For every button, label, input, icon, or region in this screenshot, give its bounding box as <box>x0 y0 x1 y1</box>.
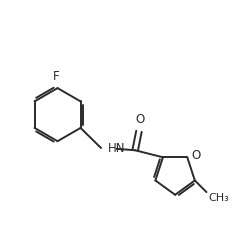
Text: F: F <box>53 70 60 82</box>
Text: CH₃: CH₃ <box>208 193 229 203</box>
Text: O: O <box>135 113 144 126</box>
Text: O: O <box>192 149 201 162</box>
Text: HN: HN <box>108 142 126 155</box>
